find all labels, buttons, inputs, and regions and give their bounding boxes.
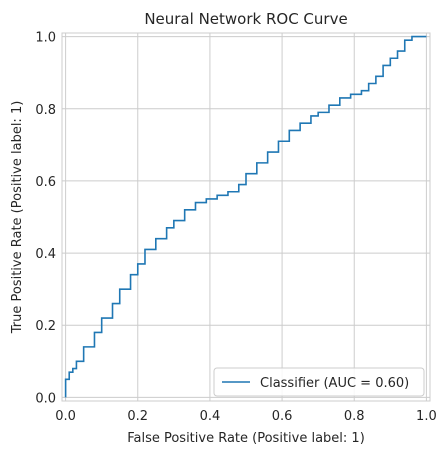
legend: Classifier (AUC = 0.60) bbox=[213, 367, 425, 397]
series-layer bbox=[64, 35, 427, 398]
y-tick-label: 1.0 bbox=[35, 31, 56, 46]
y-tick-label: 0.8 bbox=[35, 103, 56, 118]
x-tick-label: 0.4 bbox=[200, 409, 221, 424]
legend-label: Classifier (AUC = 0.60) bbox=[260, 376, 409, 391]
y-tick-label: 0.0 bbox=[35, 391, 56, 406]
grid bbox=[62, 33, 430, 401]
y-tick-label: 0.2 bbox=[35, 319, 56, 334]
roc-curve-line bbox=[64, 35, 427, 398]
x-tick-label: 0.0 bbox=[55, 409, 76, 424]
x-tick-labels: 0.0 0.2 0.4 0.6 0.8 1.0 bbox=[55, 409, 436, 424]
x-tick-label: 0.2 bbox=[127, 409, 148, 424]
y-tick-label: 0.4 bbox=[35, 247, 56, 262]
legend-box bbox=[213, 367, 425, 397]
x-tick-label: 0.6 bbox=[272, 409, 293, 424]
y-axis-label: True Positive Rate (Positive label: 1) bbox=[10, 101, 25, 335]
y-tick-label: 0.6 bbox=[35, 175, 56, 190]
y-tick-labels: 0.0 0.2 0.4 0.6 0.8 1.0 bbox=[35, 31, 56, 407]
x-tick-label: 1.0 bbox=[416, 409, 437, 424]
x-tick-label: 0.8 bbox=[344, 409, 365, 424]
chart-title: Neural Network ROC Curve bbox=[144, 10, 347, 28]
x-axis-label: False Positive Rate (Positive label: 1) bbox=[127, 431, 365, 446]
plot-frame bbox=[61, 32, 431, 402]
